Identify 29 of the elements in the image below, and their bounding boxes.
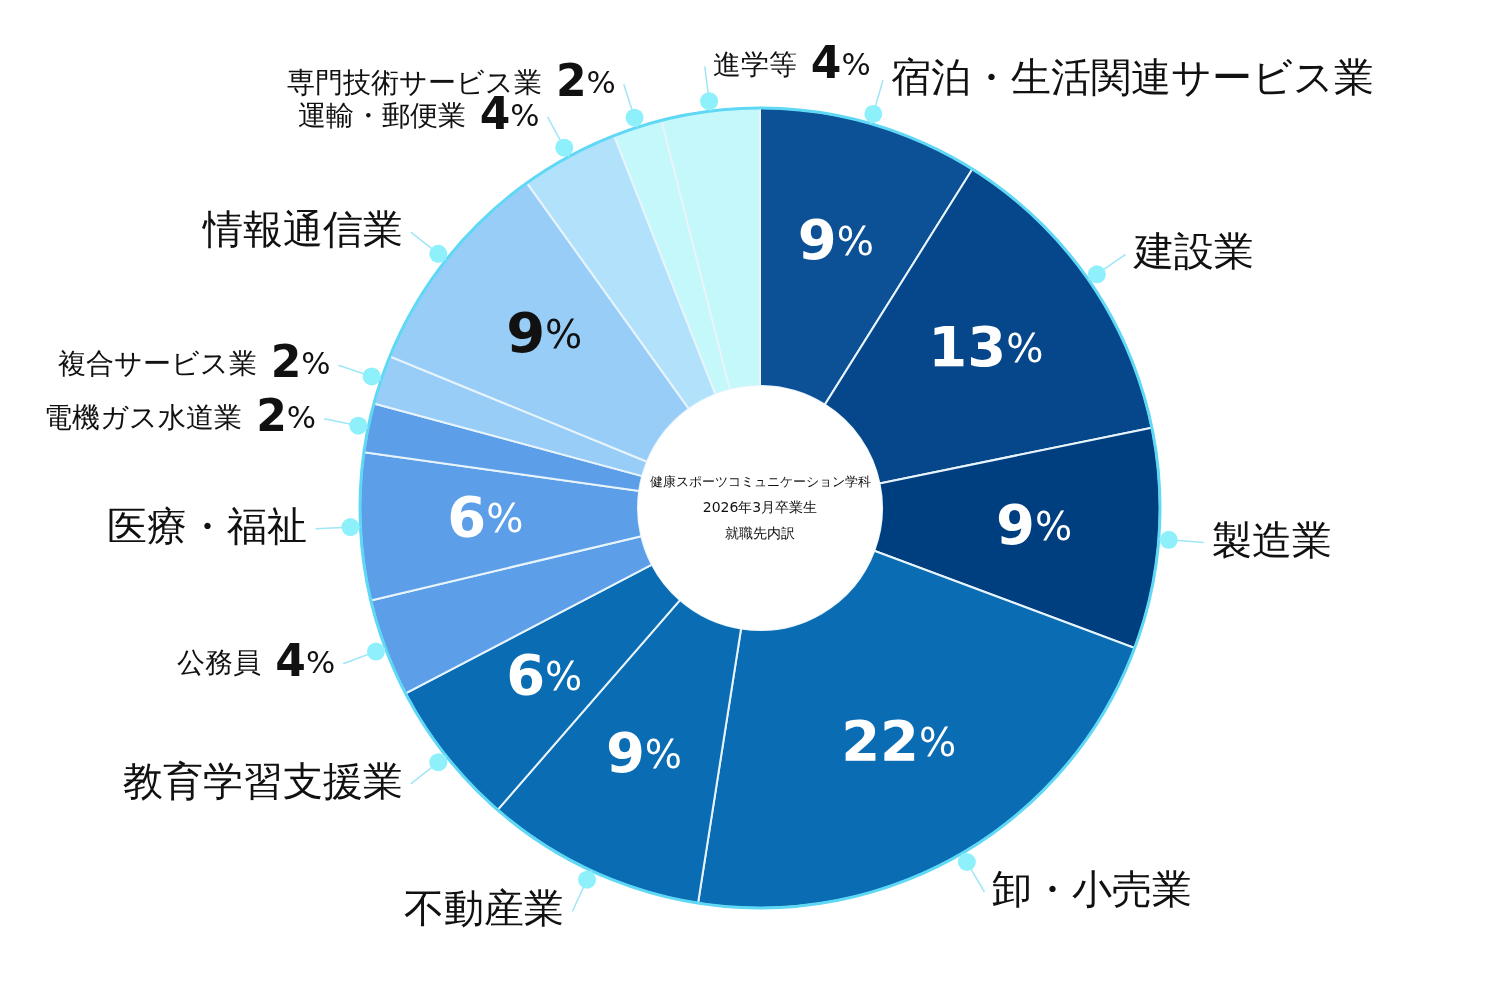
slice-label: 運輸・郵便業 xyxy=(297,98,466,132)
data-label: 2% xyxy=(270,336,331,388)
data-label: 6% xyxy=(447,483,524,549)
slice-label: 教育学習支援業 xyxy=(122,757,403,804)
data-label: 2% xyxy=(555,55,616,107)
text: 2026年3月卒業生 xyxy=(702,499,818,515)
slice-label: 進学等 xyxy=(712,48,797,82)
data-label: 9% xyxy=(506,300,583,366)
slice-label: 医療・福祉 xyxy=(107,502,308,549)
data-label: 6% xyxy=(506,641,583,707)
data-label: 22% xyxy=(841,708,957,774)
slice-label: 複合サービス業 xyxy=(57,347,257,381)
slice-label: 公務員 xyxy=(177,645,262,679)
slice-label: 情報通信業 xyxy=(200,206,403,253)
data-label: 9% xyxy=(797,206,875,272)
slice-label: 宿泊・生活関連サービス業 xyxy=(890,54,1374,101)
text: 就職先内訳 xyxy=(725,525,795,541)
slice-label: 電機ガス水道業 xyxy=(44,400,243,434)
slice-label: 建設業 xyxy=(1132,228,1254,275)
data-label: 4% xyxy=(810,37,871,89)
data-label: 9% xyxy=(605,720,683,786)
slice-label: 製造業 xyxy=(1211,516,1332,563)
data-label: 2% xyxy=(256,389,317,441)
data-label: 13% xyxy=(928,314,1044,380)
data-label: 4% xyxy=(275,634,336,686)
text: 健康スポーツコミュニケーション学科 xyxy=(649,473,871,489)
data-label: 9% xyxy=(996,492,1073,558)
slice-label: 卸・小売業 xyxy=(992,866,1193,913)
slice-label: 不動産業 xyxy=(404,885,565,932)
